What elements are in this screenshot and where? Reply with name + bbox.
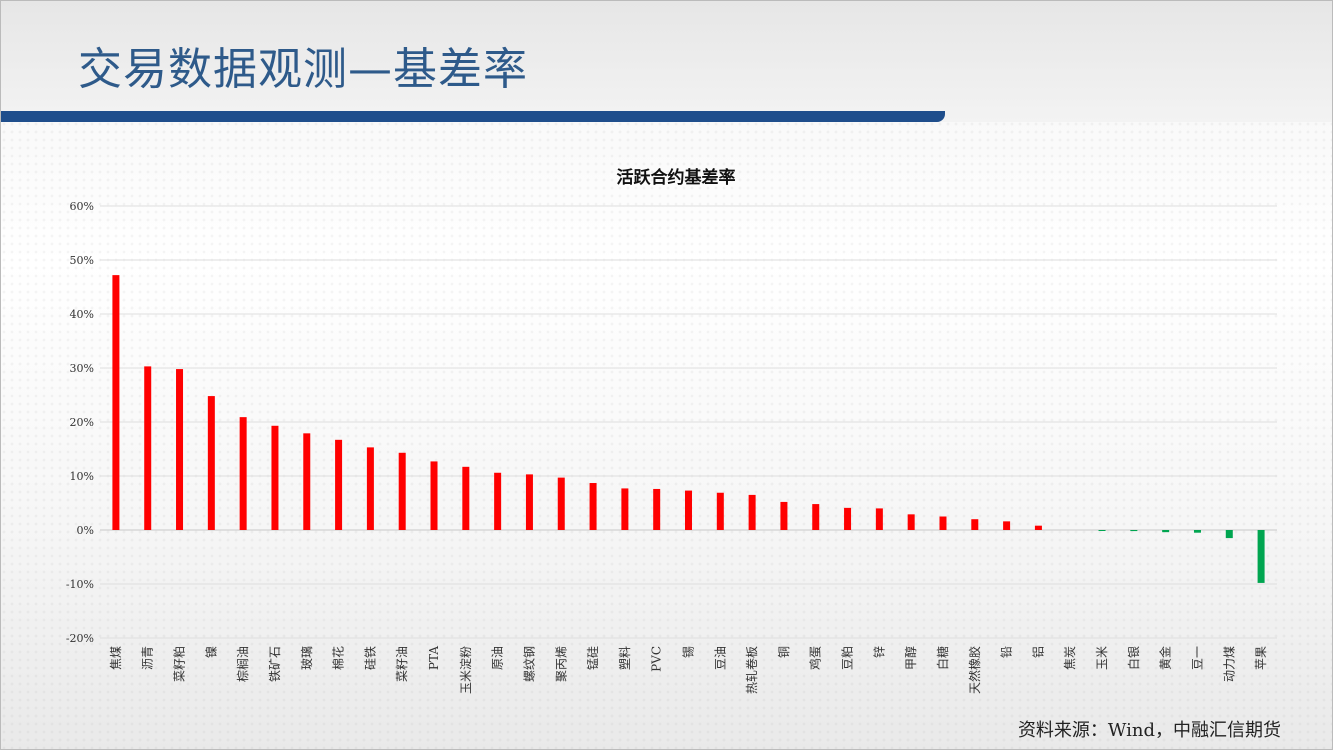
bar	[1130, 530, 1138, 532]
bar	[1162, 530, 1170, 533]
bar	[971, 519, 979, 530]
x-category-label: 塑料	[617, 646, 632, 670]
bar	[525, 474, 533, 530]
y-tick-label: 30%	[70, 362, 94, 375]
x-category-label: 豆一	[1190, 646, 1204, 670]
x-category-label: 玉米	[1095, 646, 1109, 670]
bar	[557, 477, 565, 530]
x-category-label: 棕榈油	[235, 646, 250, 682]
bar	[462, 466, 470, 530]
x-category-label: 菜籽油	[395, 646, 409, 682]
bar	[398, 452, 406, 530]
bar	[812, 504, 820, 530]
y-tick-label: 50%	[70, 254, 94, 267]
bar	[1003, 521, 1011, 530]
x-category-label: 镍	[204, 646, 218, 658]
gridlines	[100, 205, 1277, 639]
y-tick-label: -20%	[66, 632, 94, 645]
bar	[1098, 530, 1106, 531]
bar	[939, 516, 947, 530]
x-category-label: 动力煤	[1222, 646, 1236, 682]
x-category-label: 玻璃	[300, 646, 314, 670]
bar	[239, 417, 247, 530]
x-category-label: 豆粕	[840, 646, 855, 670]
x-category-label: 菜籽粕	[172, 646, 187, 682]
x-category-label: 锡	[681, 646, 696, 658]
x-category-label: 锰硅	[585, 646, 600, 670]
bar	[112, 275, 120, 530]
x-category-label: 鸡蛋	[808, 646, 823, 670]
x-category-label: 铅	[1000, 646, 1014, 658]
x-category-label: 热轧卷板	[744, 646, 759, 694]
y-tick-label: 20%	[70, 416, 94, 429]
x-category-label: 黄金	[1158, 646, 1173, 670]
bar	[176, 369, 184, 530]
bar	[844, 507, 852, 530]
bar	[144, 366, 152, 530]
x-category-label: 棉花	[331, 646, 346, 670]
page-title: 交易数据观测—基差率	[78, 44, 528, 95]
bar	[621, 488, 629, 530]
x-category-label: 苹果	[1254, 646, 1268, 670]
x-category-label: 铝	[1030, 646, 1045, 658]
x-category-label: 螺纹钢	[522, 646, 536, 682]
bar	[875, 508, 883, 530]
x-category-label: 铜	[776, 646, 791, 658]
x-category-label: 玉米淀粉	[459, 646, 473, 694]
bar	[780, 501, 788, 530]
x-category-label: PVC	[650, 646, 664, 672]
x-category-label: 原油	[491, 646, 505, 670]
bar	[1257, 530, 1265, 583]
bar	[716, 492, 724, 530]
y-tick-label: 0%	[77, 524, 94, 537]
x-category-label: 焦煤	[109, 646, 123, 670]
bar	[430, 461, 438, 530]
bar	[366, 447, 374, 530]
bar	[685, 490, 692, 530]
x-category-label: 甲醇	[903, 646, 918, 670]
x-category-label: 白银	[1126, 646, 1141, 670]
x-category-label: 豆油	[713, 646, 727, 670]
source-note: 资料来源：Wind，中融汇信期货	[1017, 720, 1281, 741]
x-category-label: 天然橡胶	[967, 646, 982, 694]
bar	[1225, 530, 1233, 539]
x-category-label: PTA	[427, 646, 441, 670]
bar	[335, 439, 343, 530]
bar	[589, 483, 597, 530]
bar	[653, 488, 661, 530]
x-category-label: 锌	[872, 646, 886, 658]
y-tick-label: -10%	[66, 578, 94, 591]
x-category-label: 沥青	[141, 646, 155, 670]
title-underline	[0, 111, 945, 122]
bar	[271, 425, 279, 530]
bar	[494, 472, 502, 530]
bar	[207, 396, 215, 530]
y-axis-ticks: -20% -10% 0% 10% 20% 30% 40% 50% 60%	[66, 200, 94, 645]
x-category-label: 聚丙烯	[554, 646, 568, 682]
x-category-label: 焦炭	[1063, 646, 1077, 670]
x-category-label: 铁矿石	[268, 646, 282, 682]
x-category-label: 硅铁	[363, 646, 377, 670]
bars	[112, 275, 1265, 583]
bar	[303, 433, 311, 530]
y-tick-label: 10%	[70, 470, 94, 483]
y-tick-label: 40%	[70, 308, 94, 321]
x-category-label: 白糖	[935, 646, 950, 670]
x-axis-labels: 焦煤 沥青 菜籽粕 镍 棕榈油 铁矿石 玻璃 棉花 硅铁 菜籽油 PTA 玉米淀粉 原油 螺纹钢 聚丙烯 锰硅…	[109, 646, 1268, 694]
title-bar	[0, 0, 1333, 122]
y-tick-label: 60%	[70, 200, 94, 213]
bar	[907, 514, 915, 530]
bar	[748, 494, 756, 530]
bar	[1193, 530, 1201, 533]
chart-title: 活跃合约基差率	[617, 167, 736, 188]
bar	[1034, 525, 1042, 530]
